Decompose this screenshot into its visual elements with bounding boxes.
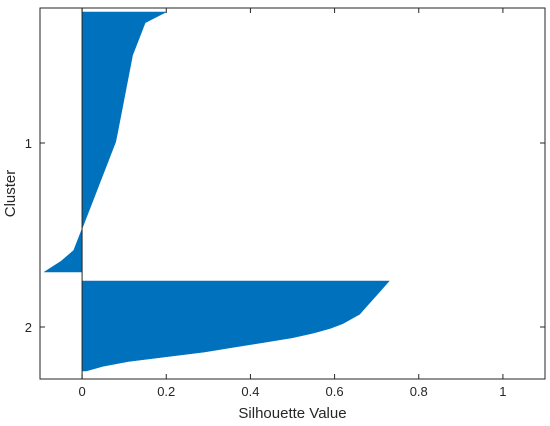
y-tick-label: 2 xyxy=(25,320,32,335)
x-tick-label: 0 xyxy=(78,384,85,399)
cluster-2-silhouette-area xyxy=(81,280,390,372)
y-tick-label: 1 xyxy=(25,136,32,151)
y-axis-ticks: 12 xyxy=(25,136,545,335)
x-tick-label: 0.2 xyxy=(157,384,175,399)
x-axis-ticks: 0 0.2 0.4 0.6 0.8 1 xyxy=(78,8,507,399)
x-tick-label: 1 xyxy=(499,384,506,399)
x-tick-label: 0.4 xyxy=(241,384,259,399)
x-tick-label: 0.8 xyxy=(410,384,428,399)
cluster-1-silhouette-area xyxy=(43,11,167,273)
x-axis-label: Silhouette Value xyxy=(238,405,346,422)
silhouette-bars xyxy=(43,11,390,372)
plot-frame xyxy=(39,7,546,380)
x-tick-label: 0.6 xyxy=(326,384,344,399)
y-axis-label: Cluster xyxy=(2,170,19,218)
